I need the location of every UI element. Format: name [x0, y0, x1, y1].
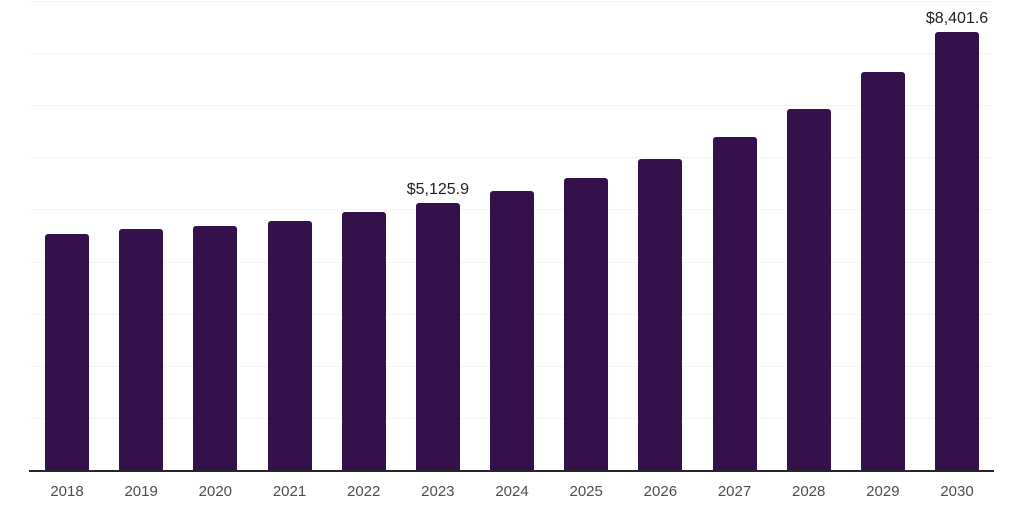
gridline [29, 1, 994, 2]
plot-area: 2018 2019 2020 2021 2022 2023 $5,125.9 2024 2025… [29, 0, 994, 512]
bar-2028[interactable] [786, 109, 831, 470]
x-axis-label-2019: 2019 [124, 483, 158, 500]
x-axis-label-2022: 2022 [346, 483, 381, 500]
bar-2019[interactable] [119, 228, 164, 470]
x-axis-label-2027: 2027 [717, 483, 752, 500]
gridline [29, 53, 994, 55]
x-axis-label-2020: 2020 [198, 483, 233, 500]
bar-2024[interactable] [490, 190, 535, 470]
bar-2021[interactable] [267, 220, 312, 470]
x-axis-label-2028: 2028 [792, 483, 826, 500]
bar-2018[interactable] [45, 233, 89, 470]
bar-2030[interactable] [935, 32, 980, 470]
x-axis-label-2018: 2018 [50, 483, 84, 500]
x-axis-label-2029: 2029 [866, 483, 900, 500]
x-axis-label-2023: 2023 [421, 483, 455, 500]
gridline [29, 157, 994, 159]
bar-2022[interactable] [341, 212, 386, 470]
x-axis-label-2030: 2030 [940, 483, 974, 500]
x-axis-label-2025: 2025 [569, 483, 603, 500]
bar-value-label-2023: $5,125.9 [406, 180, 469, 198]
bar-2025[interactable] [564, 177, 609, 470]
bar-2027[interactable] [712, 137, 757, 470]
x-axis-label-2021: 2021 [272, 483, 307, 500]
x-axis-label-2024: 2024 [495, 483, 529, 500]
x-axis-line [29, 470, 994, 472]
bar-2026[interactable] [638, 159, 683, 470]
bar-2023[interactable] [415, 202, 460, 470]
bar-value-label-2030: $8,401.6 [925, 10, 989, 28]
bar-2020[interactable] [193, 226, 238, 470]
x-axis-label-2026: 2026 [643, 483, 678, 500]
gridline [29, 105, 994, 107]
bar-2029[interactable] [860, 72, 905, 470]
